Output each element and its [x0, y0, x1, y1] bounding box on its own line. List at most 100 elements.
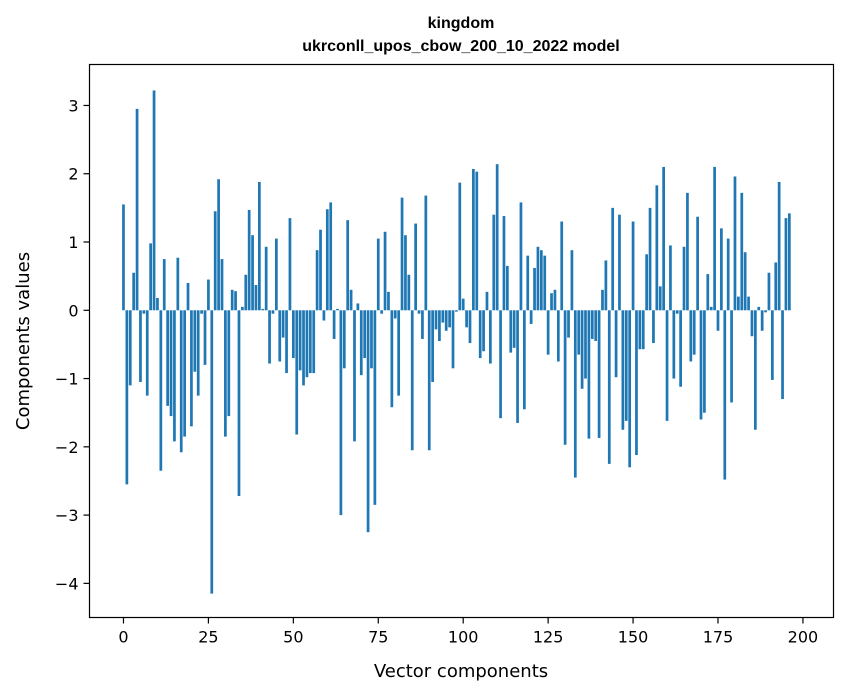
bar-37: [247, 209, 251, 311]
bar-35: [241, 306, 244, 311]
bar-148: [624, 310, 628, 421]
bar-75: [376, 238, 380, 311]
bar-62: [332, 310, 336, 339]
bar-174: [713, 166, 716, 311]
bar-49: [288, 218, 292, 311]
y-axis-ticks: 3 2 1 0 −1 −2 −3 −4: [55, 96, 90, 593]
bar-57: [315, 250, 319, 311]
bar-60: [325, 209, 329, 311]
bars-group: [122, 90, 791, 594]
bar-161: [669, 245, 672, 311]
bar-102: [468, 310, 472, 344]
bar-20: [190, 310, 193, 427]
bar-68: [353, 310, 356, 442]
bar-66: [346, 220, 350, 311]
x-tick-label: 75: [368, 628, 388, 647]
y-tick-label: −2: [55, 438, 79, 457]
bar-38: [251, 235, 254, 311]
bar-172: [706, 274, 710, 311]
bar-18: [183, 310, 186, 437]
bar-118: [522, 310, 526, 410]
bar-177: [723, 310, 727, 480]
x-tick-label: 25: [198, 628, 218, 647]
bar-76: [380, 310, 384, 314]
bar-47: [281, 310, 285, 338]
bar-154: [645, 254, 649, 311]
bar-140: [597, 310, 601, 438]
bar-41: [261, 308, 265, 311]
bar-138: [590, 310, 594, 339]
bar-104: [475, 171, 479, 311]
bar-126: [550, 293, 553, 311]
bar-92: [434, 310, 438, 330]
bar-108: [489, 310, 492, 364]
bar-79: [390, 310, 394, 408]
bar-123: [539, 250, 543, 311]
bar-122: [536, 246, 540, 311]
bar-186: [754, 310, 757, 430]
y-tick-label: 0: [68, 301, 78, 320]
bar-88: [421, 310, 424, 339]
bar-34: [237, 310, 241, 496]
bar-30: [224, 310, 227, 437]
bar-178: [726, 238, 730, 311]
bar-134: [577, 310, 581, 355]
bar-40: [258, 181, 261, 311]
bar-90: [427, 310, 431, 451]
bar-45: [274, 238, 278, 311]
bar-132: [570, 250, 574, 311]
bar-91: [431, 310, 434, 382]
bar-86: [414, 223, 417, 311]
bar-106: [482, 310, 485, 352]
bar-56: [312, 310, 316, 374]
bar-164: [679, 310, 682, 387]
bar-6: [142, 310, 146, 314]
bar-160: [665, 310, 669, 421]
bar-117: [519, 202, 523, 311]
bar-181: [737, 296, 740, 311]
bar-89: [424, 195, 428, 311]
bar-142: [604, 260, 608, 311]
bar-28: [217, 179, 220, 311]
bar-44: [271, 310, 275, 314]
bar-58: [319, 229, 322, 311]
bar-78: [387, 291, 390, 311]
bar-27: [213, 211, 217, 311]
bar-110: [495, 164, 499, 311]
bar-36: [244, 274, 248, 311]
bar-95: [444, 310, 448, 331]
x-tick-label: 150: [618, 628, 649, 647]
bar-193: [777, 181, 781, 311]
bar-137: [587, 310, 591, 439]
bar-14: [169, 310, 173, 417]
bar-176: [720, 228, 723, 311]
chart-title-line-1: kingdom: [428, 15, 495, 32]
bar-71: [363, 310, 367, 359]
bar-196: [787, 213, 791, 311]
bar-163: [675, 310, 679, 314]
bar-144: [611, 207, 615, 311]
bar-43: [268, 310, 271, 364]
bar-55: [308, 310, 312, 374]
bar-25: [207, 279, 210, 311]
bar-153: [641, 310, 645, 350]
y-axis-label: Components values: [13, 252, 34, 430]
bar-183: [743, 252, 747, 311]
bar-22: [196, 310, 200, 396]
bar-128: [556, 310, 560, 362]
bar-87: [417, 310, 421, 314]
bar-151: [635, 310, 638, 456]
bar-173: [709, 306, 713, 311]
bar-131: [567, 310, 570, 338]
bar-190: [767, 272, 771, 311]
bar-64: [339, 310, 343, 516]
x-tick-label: 50: [283, 628, 303, 647]
bar-127: [553, 289, 557, 311]
bar-21: [193, 310, 197, 372]
bar-166: [686, 192, 689, 311]
bar-103: [472, 168, 475, 311]
bar-192: [774, 262, 778, 311]
bar-2: [128, 310, 132, 386]
bar-139: [594, 310, 598, 341]
